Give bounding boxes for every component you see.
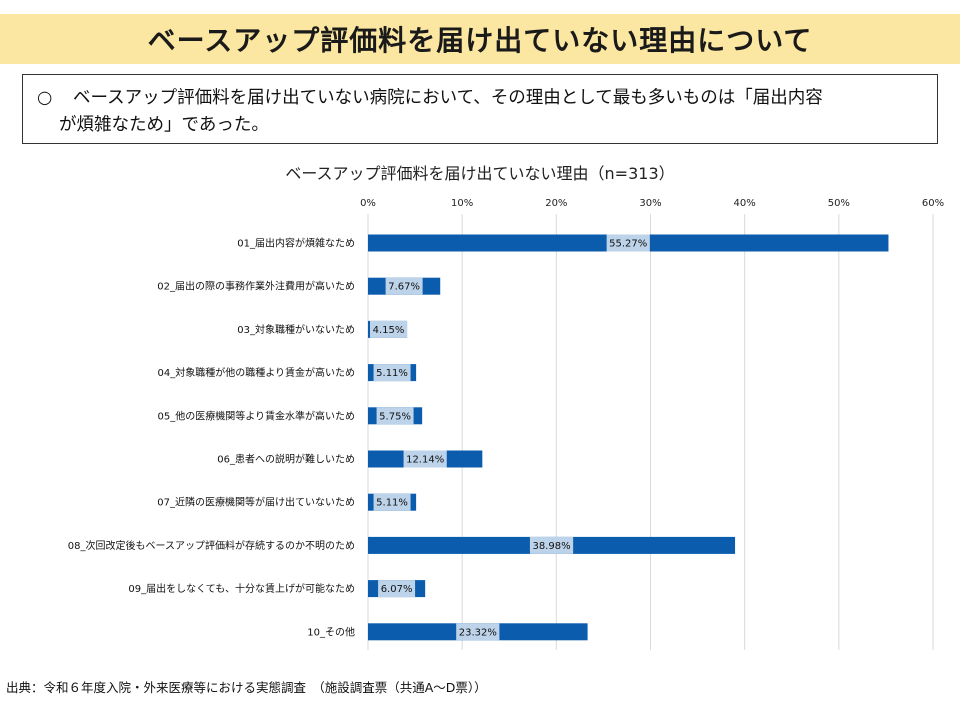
data-label: 6.07%	[381, 584, 413, 595]
data-label: 23.32%	[459, 627, 497, 638]
x-tick-label: 30%	[639, 198, 661, 209]
chart-title: ベースアップ評価料を届け出ていない理由（n=313）	[285, 164, 675, 183]
summary-bullet: ○	[37, 88, 53, 108]
summary-text-line1: ベースアップ評価料を届け出ていない病院において、その理由として最も多いものは「届…	[73, 88, 823, 108]
category-label: 03_対象職種がいないため	[237, 323, 355, 336]
data-label-bg	[376, 407, 414, 425]
data-label-bg	[370, 320, 407, 338]
summary-text-line2: が煩雑なため」であった。	[59, 115, 269, 135]
data-label-bg	[403, 450, 447, 468]
category-label: 08_次回改定後もベースアップ評価料が存続するのか不明のため	[68, 539, 355, 552]
data-label-bg	[456, 623, 500, 641]
category-label: 05_他の医療機関等より賃金水準が高いため	[157, 409, 355, 422]
data-label: 12.14%	[406, 455, 444, 466]
data-label: 5.75%	[379, 411, 411, 422]
x-tick-label: 50%	[828, 198, 850, 209]
data-label: 5.11%	[376, 498, 408, 509]
x-tick-label: 10%	[451, 198, 473, 209]
data-label: 38.98%	[532, 541, 570, 552]
data-label-bg	[529, 536, 574, 554]
page-title: ベースアップ評価料を届け出ていない理由について	[147, 24, 813, 57]
title-banner	[0, 14, 960, 64]
x-tick-label: 40%	[734, 198, 756, 209]
category-label: 07_近隣の医療機関等が届け出ていないため	[157, 496, 355, 509]
data-label-bg	[385, 277, 423, 295]
category-label: 04_対象職種が他の職種より賃金が高いため	[157, 366, 355, 379]
category-label: 01_届出内容が煩雑なため	[237, 237, 355, 250]
category-label: 09_届出をしなくても、十分な賃上げが可能なため	[128, 582, 355, 595]
data-label-bg	[373, 364, 411, 382]
category-label: 10_その他	[307, 625, 355, 638]
bar-chart: 0% 10% 20% 30% 40% 50% 60% 01_届出内容が煩雑なため 02_届出の際…	[68, 198, 944, 650]
x-tick-label: 20%	[545, 198, 567, 209]
data-label-bg	[373, 493, 411, 511]
source-note: 出典：令和６年度入院・外来医療等における実態調査 （施設調査票（共通A～D票））	[6, 680, 487, 695]
data-label: 4.15%	[373, 325, 405, 336]
data-label-bg	[378, 580, 416, 598]
category-label: 02_届出の際の事務作業外注費用が高いため	[157, 280, 355, 293]
data-label: 5.11%	[376, 368, 408, 379]
x-tick-label: 60%	[922, 198, 944, 209]
summary-box: ○ ベースアップ評価料を届け出ていない病院において、その理由として最も多いものは「…	[22, 74, 938, 144]
data-label-bg	[606, 234, 650, 252]
data-label: 55.27%	[609, 239, 647, 250]
data-label: 7.67%	[388, 282, 420, 293]
category-label: 06_患者への説明が難しいため	[217, 453, 355, 466]
x-tick-label: 0%	[360, 198, 376, 209]
